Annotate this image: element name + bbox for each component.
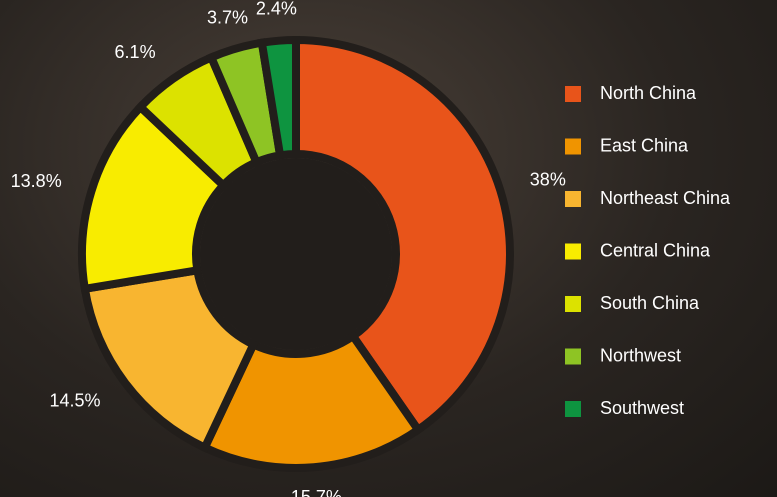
legend-swatch bbox=[565, 244, 581, 260]
legend-swatch bbox=[565, 296, 581, 312]
legend-label: Northeast China bbox=[600, 188, 731, 208]
data-label: 2.4% bbox=[256, 0, 297, 19]
legend-label: Central China bbox=[600, 240, 711, 260]
legend-label: South China bbox=[600, 293, 700, 313]
data-label: 13.8% bbox=[11, 171, 62, 191]
donut-hole bbox=[200, 158, 392, 350]
data-label: 6.1% bbox=[115, 42, 156, 62]
legend-label: North China bbox=[600, 83, 697, 103]
legend-swatch bbox=[565, 401, 581, 417]
legend-label: Northwest bbox=[600, 345, 681, 365]
legend-swatch bbox=[565, 349, 581, 365]
legend-swatch bbox=[565, 86, 581, 102]
legend-label: Southwest bbox=[600, 398, 684, 418]
data-label: 38% bbox=[530, 170, 566, 190]
legend-label: East China bbox=[600, 135, 689, 155]
data-label: 15.7% bbox=[291, 487, 342, 497]
legend-swatch bbox=[565, 191, 581, 207]
data-label: 14.5% bbox=[49, 390, 100, 410]
data-label: 3.7% bbox=[207, 8, 248, 28]
chart: 38% 15.7% 14.5% 13.8% 6.1% 3.7% 2.4% North Chin… bbox=[0, 0, 777, 497]
legend-swatch bbox=[565, 139, 581, 155]
